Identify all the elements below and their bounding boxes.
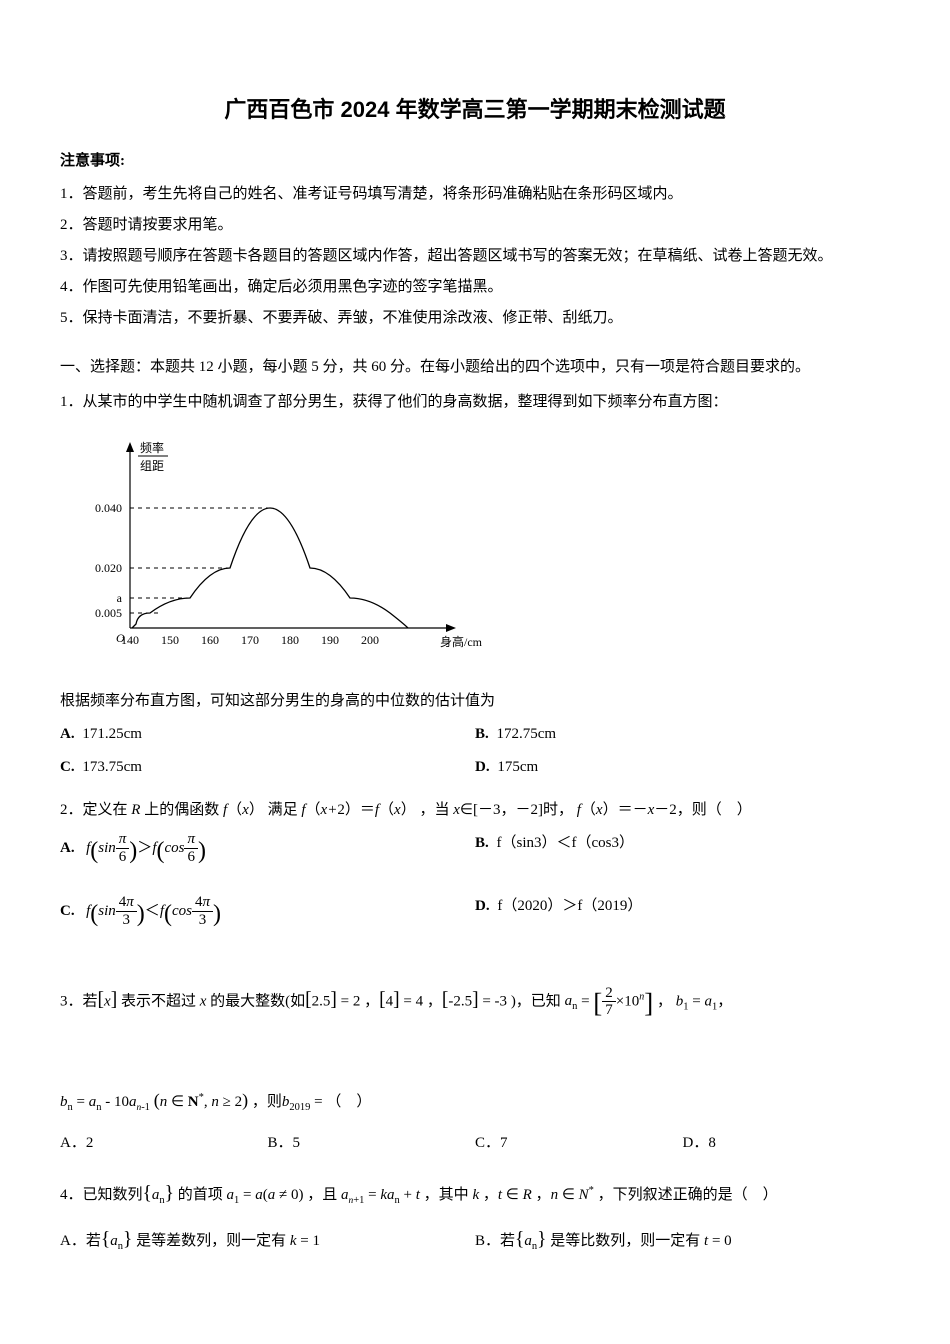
question-3: 3．若[x] 表示不超过 x 的最大整数(如[2.5] = 2 ，[4] = 4… [60,968,890,1163]
svg-text:170: 170 [241,633,259,647]
q1-after: 根据频率分布直方图，可知这部分男生的身高的中位数的估计值为 [60,688,890,715]
q1-opt-a: A. 171.25cm [60,721,475,748]
q2-text: 2．定义在 R 上的偶函数 f（x） 满足 f（x+2）＝f（x） ，当 x∈[… [60,797,890,824]
svg-text:180: 180 [281,633,299,647]
svg-text:身高/cm: 身高/cm [440,634,483,649]
svg-text:190: 190 [321,633,339,647]
question-2: 2．定义在 R 上的偶函数 f（x） 满足 f（x+2）＝f（x） ，当 x∈[… [60,797,890,942]
q2-opt-c: C. f(sin4π3)＜f(cos4π3) [60,893,475,936]
q3-options: A．2 B．5 C．7 D．8 [60,1130,890,1163]
q2-options: A. f(sinπ6)＞f(cosπ6) B. f（sin3）＜f（cos3） … [60,830,890,942]
q3-opt-d: D．8 [683,1130,891,1157]
svg-text:0.040: 0.040 [95,501,122,515]
svg-text:140: 140 [121,633,139,647]
q1-opt-c: C. 173.75cm [60,754,475,781]
q3-opt-a: A．2 [60,1130,268,1157]
notice-item: 5．保持卡面清洁，不要折暴、不要弄破、弄皱，不准使用涂改液、修正带、刮纸刀。 [60,305,890,332]
q3-text: 3．若[x] 表示不超过 x 的最大整数(如[2.5] = 2 ，[4] = 4… [60,968,890,1124]
q4-opt-a: A．若{an} 是等差数列，则一定有 k = 1 [60,1222,475,1257]
histogram-svg: 频率组距身高/cmO0.005a0.0200.04014015016017018… [60,428,490,668]
svg-text:150: 150 [161,633,179,647]
svg-text:0.020: 0.020 [95,561,122,575]
q1-text: 1．从某市的中学生中随机调查了部分男生，获得了他们的身高数据，整理得到如下频率分… [60,389,890,416]
notice-item: 3．请按照题号顺序在答题卡各题目的答题区域内作答，超出答题区域书写的答案无效；在… [60,243,890,270]
svg-text:200: 200 [361,633,379,647]
svg-text:160: 160 [201,633,219,647]
svg-text:0.005: 0.005 [95,606,122,620]
question-1: 1．从某市的中学生中随机调查了部分男生，获得了他们的身高数据，整理得到如下频率分… [60,389,890,787]
q4-text: 4．已知数列{an} 的首项 a1 = a(a ≠ 0) ，且 an+1 = k… [60,1173,890,1216]
histogram-chart: 频率组距身高/cmO0.005a0.0200.04014015016017018… [60,428,890,678]
q4-opt-b: B．若{an} 是等比数列，则一定有 t = 0 [475,1222,890,1257]
q2-opt-a: A. f(sinπ6)＞f(cosπ6) [60,830,475,873]
q1-opt-d: D. 175cm [475,754,890,781]
q1-options: A. 171.25cm B. 172.75cm C. 173.75cm D. 1… [60,721,890,787]
page-title: 广西百色市 2024 年数学高三第一学期期末检测试题 [60,90,890,130]
svg-text:组距: 组距 [140,459,164,473]
notice-item: 4．作图可先使用铅笔画出，确定后必须用黑色字迹的签字笔描黑。 [60,274,890,301]
notice-item: 2．答题时请按要求用笔。 [60,212,890,239]
section-intro: 一、选择题：本题共 12 小题，每小题 5 分，共 60 分。在每小题给出的四个… [60,354,890,381]
notice-header: 注意事项: [60,148,890,175]
q1-opt-b: B. 172.75cm [475,721,890,748]
svg-text:频率: 频率 [140,440,164,455]
notice-block: 注意事项: 1．答题前，考生先将自己的姓名、准考证号码填写清楚，将条形码准确粘贴… [60,148,890,332]
q3-opt-c: C．7 [475,1130,683,1157]
notice-list: 1．答题前，考生先将自己的姓名、准考证号码填写清楚，将条形码准确粘贴在条形码区域… [60,181,890,332]
q2-opt-b: B. f（sin3）＜f（cos3） [475,830,890,873]
q3-opt-b: B．5 [268,1130,476,1157]
question-4: 4．已知数列{an} 的首项 a1 = a(a ≠ 0) ，且 an+1 = k… [60,1173,890,1263]
q2-opt-d: D. f（2020）＞f（2019） [475,893,890,936]
notice-item: 1．答题前，考生先将自己的姓名、准考证号码填写清楚，将条形码准确粘贴在条形码区域… [60,181,890,208]
svg-text:a: a [117,591,123,605]
q4-options: A．若{an} 是等差数列，则一定有 k = 1 B．若{an} 是等比数列，则… [60,1222,890,1263]
